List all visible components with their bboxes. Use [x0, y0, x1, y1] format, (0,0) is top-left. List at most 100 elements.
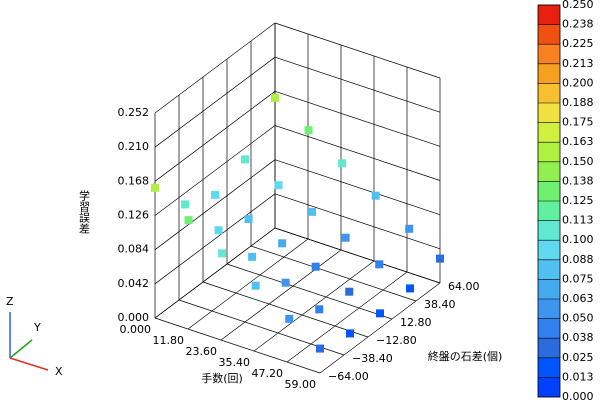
- z-axis-label: 学習誤差: [78, 189, 91, 234]
- colorbar-band: [538, 181, 560, 201]
- triad-label: Z: [6, 295, 14, 308]
- x-tick-label: 35.40: [219, 356, 251, 369]
- grid-line: [154, 227, 276, 319]
- colorbar-label: 0.038: [562, 331, 594, 344]
- colorbar-band: [538, 338, 560, 358]
- point: [346, 329, 354, 338]
- point: [371, 191, 380, 200]
- point: [181, 200, 189, 209]
- x-tick-label: 11.80: [153, 334, 185, 347]
- point: [151, 183, 159, 192]
- point: [341, 233, 350, 242]
- colorbar-band: [538, 161, 560, 182]
- colorbar-band: [538, 279, 560, 299]
- point: [285, 314, 294, 323]
- colorbar-label: 0.175: [562, 116, 594, 129]
- point: [311, 262, 320, 271]
- colorbar-band: [538, 201, 560, 221]
- colorbar-label: 0.163: [562, 135, 594, 148]
- grid-line: [226, 263, 393, 320]
- colorbar-band: [538, 318, 560, 339]
- colorbar-band: [538, 5, 560, 25]
- point: [214, 226, 223, 235]
- grid-line: [274, 22, 441, 79]
- point: [184, 216, 193, 225]
- colorbar-label: 0.075: [562, 272, 594, 285]
- point: [405, 224, 414, 233]
- grid-line: [274, 227, 441, 284]
- x-tick-label: 0.000: [120, 323, 152, 336]
- y-tick-label: −64.00: [328, 370, 369, 383]
- grid-line: [154, 317, 321, 374]
- point: [316, 344, 324, 353]
- triad-label: X: [55, 365, 63, 378]
- grid-line: [319, 282, 441, 374]
- y-tick-label: 12.80: [400, 316, 432, 329]
- y-tick-label: 38.40: [424, 298, 456, 311]
- grid-line: [220, 249, 342, 341]
- x-axis-label: 手数(回): [201, 371, 243, 385]
- y-tick-label: 64.00: [448, 280, 480, 293]
- point: [251, 281, 260, 290]
- grid-line: [274, 159, 441, 215]
- colorbar-label: 0.125: [562, 194, 594, 207]
- y-tick-label: −12.80: [376, 334, 417, 347]
- triad-y: [9, 339, 33, 359]
- colorbar-band: [538, 103, 560, 123]
- point: [271, 93, 279, 102]
- grid-line: [154, 193, 276, 285]
- point: [248, 252, 257, 261]
- grid-line: [274, 91, 441, 147]
- colorbar-label: 0.238: [562, 18, 594, 31]
- grid-line: [274, 193, 441, 250]
- y-tick-label: −38.40: [352, 352, 393, 365]
- grid-line: [253, 260, 375, 352]
- colorbar-band: [538, 24, 560, 45]
- point: [274, 181, 283, 190]
- colorbar-band: [538, 220, 560, 241]
- colorbar-label: 0.225: [562, 37, 594, 50]
- grid-line: [202, 281, 369, 338]
- colorbar-band: [538, 44, 560, 64]
- colorbar-band: [538, 299, 560, 319]
- grid-line: [286, 271, 408, 363]
- grid-line: [274, 56, 441, 113]
- colorbar-band: [538, 142, 560, 162]
- colorbar-band: [538, 357, 560, 378]
- colorbar-label: 0.088: [562, 253, 594, 266]
- point: [281, 278, 290, 287]
- point: [406, 284, 414, 293]
- colorbar-label: 0.213: [562, 57, 594, 70]
- colorbar-band: [538, 122, 560, 143]
- point: [304, 126, 313, 135]
- colorbar-label: 0.250: [562, 0, 594, 11]
- colorbar-band: [538, 83, 560, 103]
- point: [338, 159, 347, 168]
- colorbar-label: 0.113: [562, 214, 594, 227]
- colorbar-label: 0.025: [562, 351, 594, 364]
- colorbar-label: 0.050: [562, 312, 594, 325]
- x-tick-label: 59.00: [285, 378, 317, 391]
- colorbar-label: 0.100: [562, 233, 594, 246]
- triad-label: Y: [33, 321, 41, 334]
- colorbar-label: 0.200: [562, 76, 594, 89]
- grid-line: [274, 125, 441, 181]
- point: [244, 215, 253, 224]
- y-axis-label: 終盤の石差(個): [428, 349, 503, 363]
- x-tick-label: 23.60: [186, 345, 218, 358]
- colorbar-label: 0.188: [562, 96, 594, 109]
- grid-line: [187, 238, 309, 330]
- colorbar-label: 0.063: [562, 292, 594, 305]
- point: [345, 287, 354, 296]
- triad-x: [9, 357, 49, 371]
- point: [436, 254, 444, 263]
- colorbar-band: [538, 240, 560, 260]
- point: [375, 260, 384, 269]
- x-tick-label: 47.20: [252, 367, 284, 380]
- z-tick-label: 0.168: [118, 174, 150, 187]
- point: [315, 305, 324, 314]
- z-tick-label: 0.210: [118, 140, 150, 153]
- z-tick-label: 0.084: [118, 243, 150, 256]
- colorbar-label: 0.000: [562, 390, 594, 403]
